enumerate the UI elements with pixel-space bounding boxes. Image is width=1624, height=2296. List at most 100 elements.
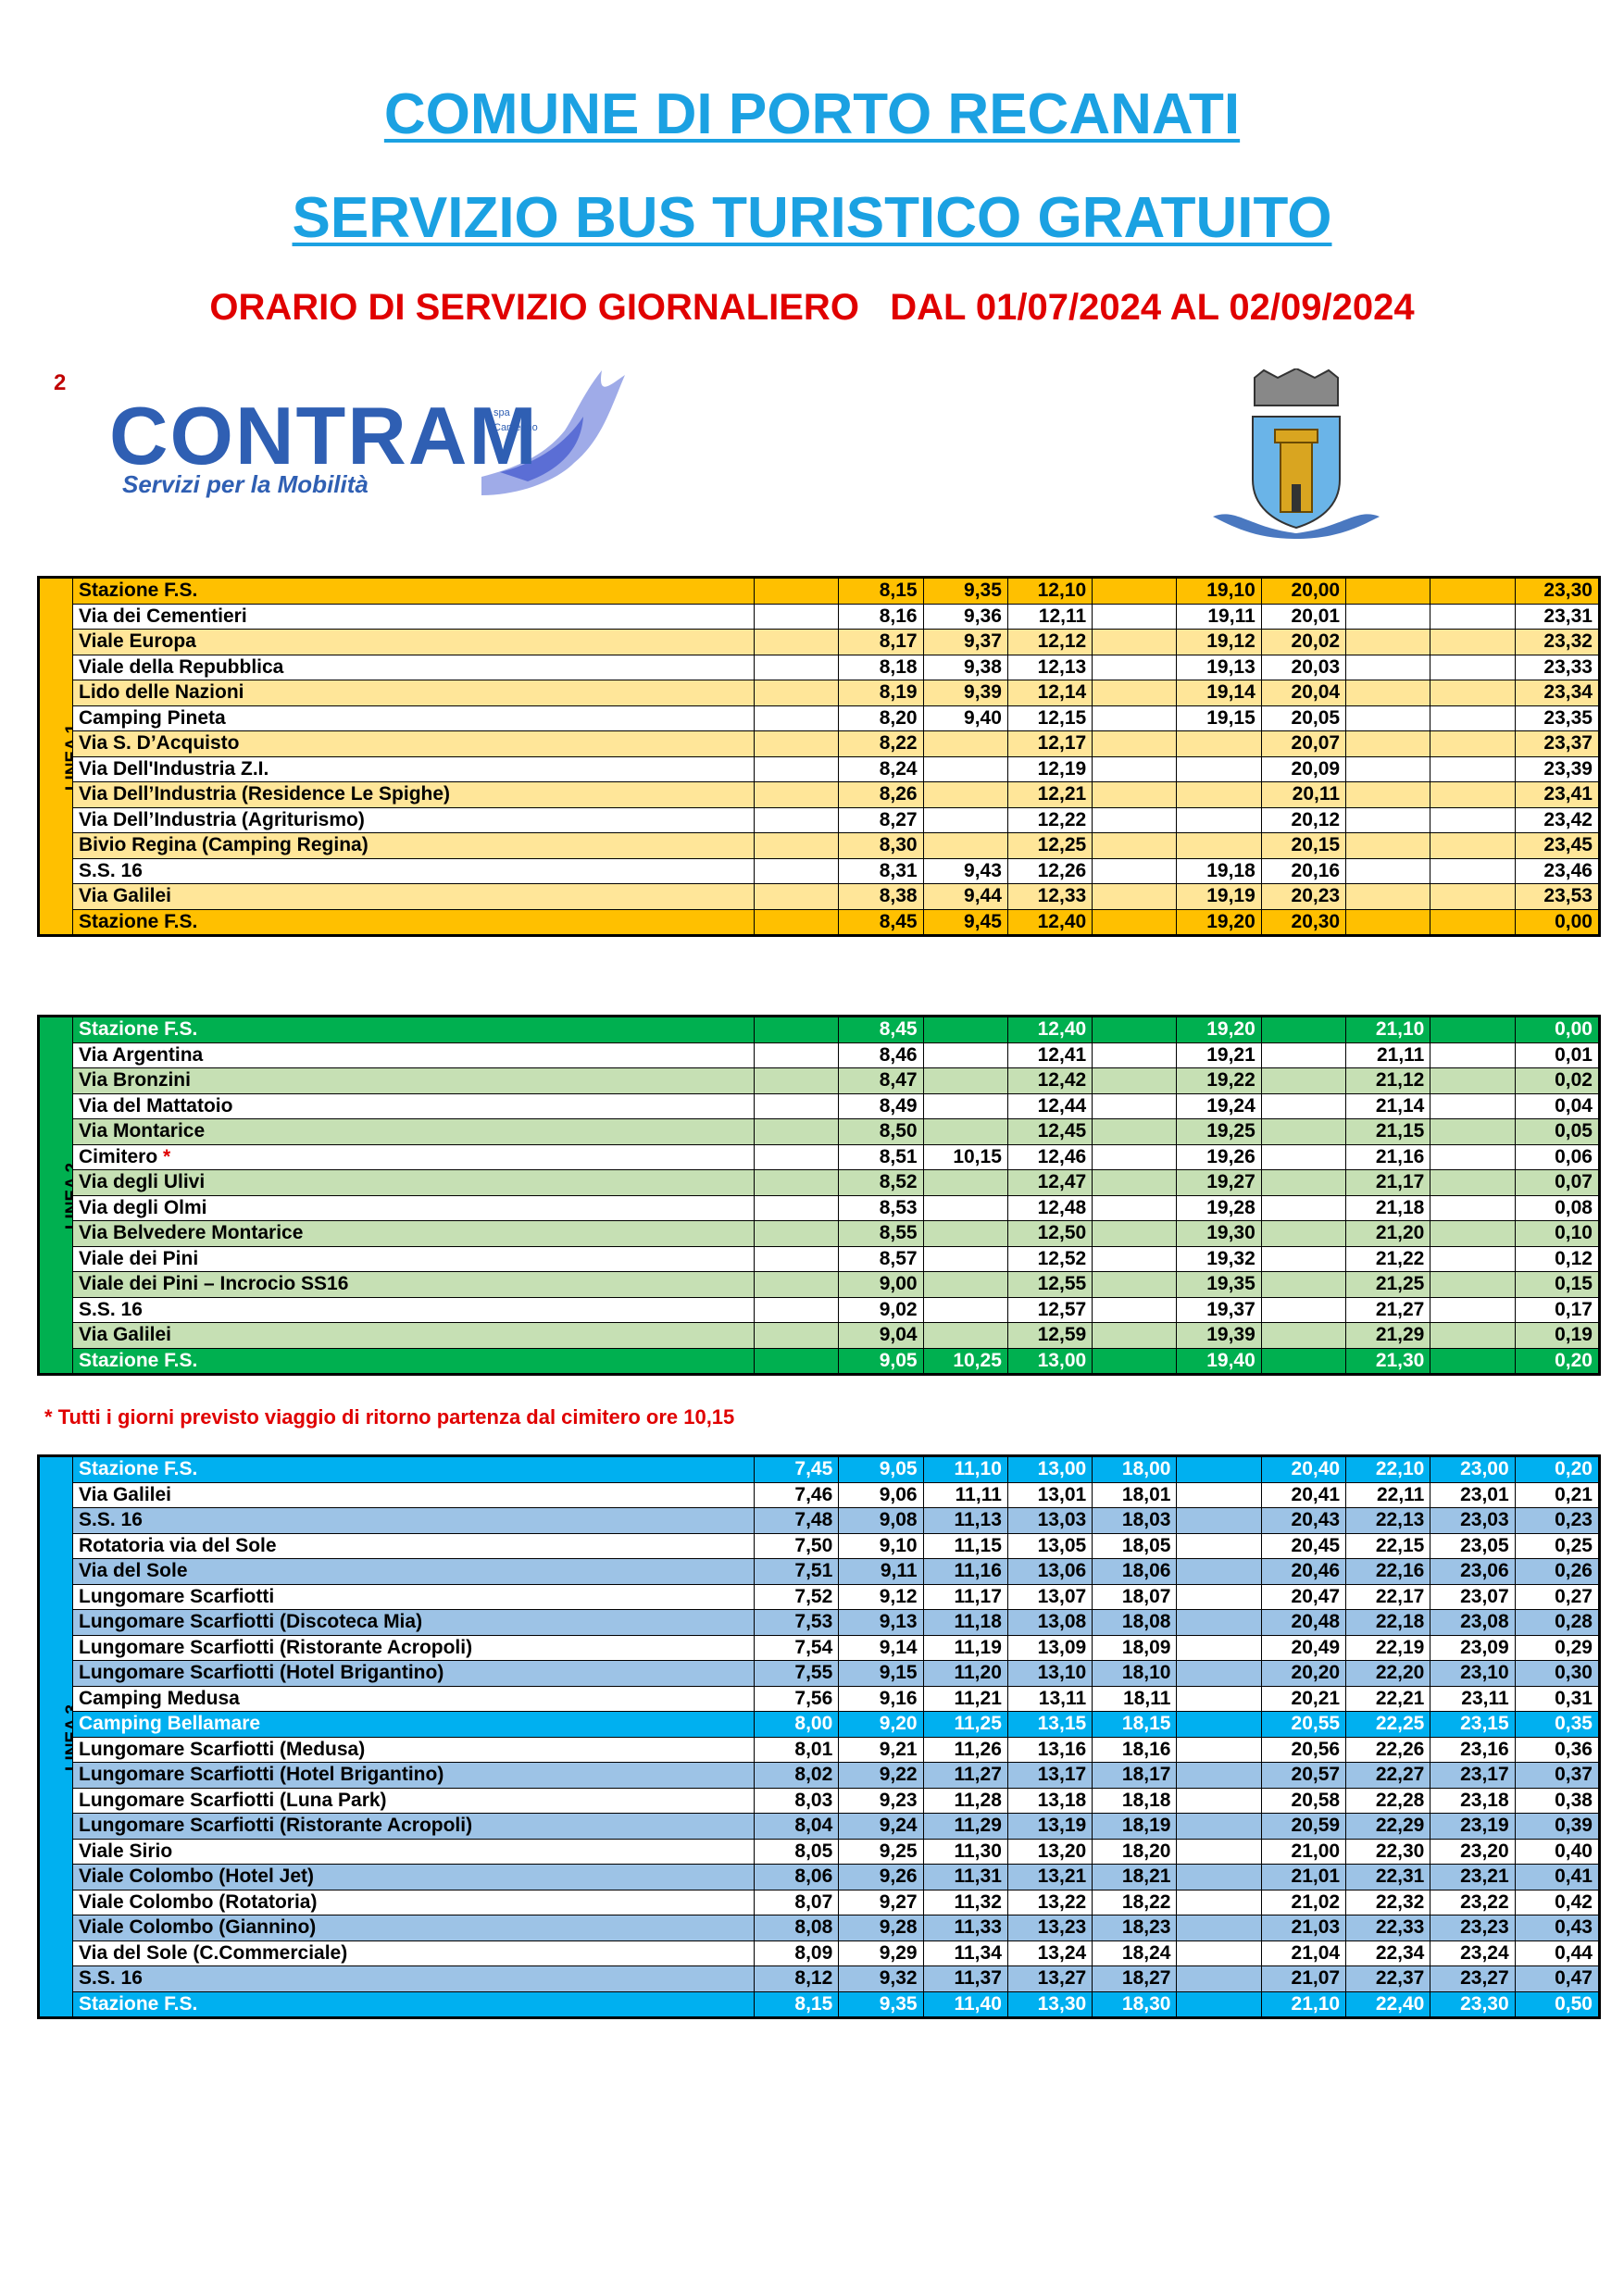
empty-cell: [753, 654, 840, 680]
empty-cell: [1345, 883, 1431, 910]
empty-cell: [753, 1143, 840, 1170]
time: 23,10: [1430, 1660, 1516, 1687]
time: 22,27: [1345, 1762, 1431, 1789]
stop-name-text: Via Galilei: [79, 885, 172, 907]
time: 22,33: [1345, 1915, 1431, 1941]
empty-cell: [922, 1169, 1008, 1196]
time: 11,16: [922, 1558, 1008, 1585]
empty-cell: [1430, 1092, 1516, 1119]
time: 19,15: [1176, 705, 1262, 731]
empty-cell: [1092, 654, 1178, 680]
empty-cell: [922, 1118, 1008, 1145]
time: 8,57: [838, 1245, 924, 1272]
empty-cell: [753, 603, 840, 630]
time: 20,05: [1260, 705, 1347, 731]
stop-name: Via Galilei: [72, 1322, 755, 1349]
empty-cell: [1260, 1296, 1347, 1323]
time: 8,15: [838, 577, 924, 605]
time: 22,11: [1345, 1481, 1431, 1508]
empty-cell: [922, 1194, 1008, 1221]
time: 20,30: [1260, 908, 1347, 936]
time: 12,45: [1006, 1118, 1093, 1145]
time: 7,53: [753, 1609, 840, 1636]
stop-row: Via degli Olmi 8,53 12,48 19,28 21,18 0,08: [38, 1194, 1600, 1221]
empty-cell: [753, 883, 840, 910]
stop-name: Rotatoria via del Sole: [72, 1532, 755, 1559]
time: 12,46: [1006, 1143, 1093, 1170]
time: 23,16: [1430, 1736, 1516, 1763]
stop-row: Viale Sirio 8,05 9,25 11,30 13,20 18,20 21,00 2…: [38, 1838, 1600, 1865]
time: 20,55: [1260, 1711, 1347, 1738]
time: 8,08: [753, 1915, 840, 1941]
time: 23,09: [1430, 1634, 1516, 1661]
stop-name-text: S.S. 16: [79, 859, 143, 881]
empty-cell: [1345, 755, 1431, 782]
time: 22,37: [1345, 1965, 1431, 1992]
time: 22,28: [1345, 1787, 1431, 1814]
stop-name: Camping Pineta: [72, 705, 755, 731]
empty-cell: [1430, 1067, 1516, 1094]
time: 9,16: [838, 1685, 924, 1712]
time: 18,19: [1092, 1813, 1178, 1840]
time: 12,52: [1006, 1245, 1093, 1272]
time: 18,15: [1092, 1711, 1178, 1738]
time: 23,30: [1514, 577, 1600, 605]
time: 8,18: [838, 654, 924, 680]
empty-cell: [1176, 1915, 1262, 1941]
time: 11,32: [922, 1889, 1008, 1915]
time: 8,07: [753, 1889, 840, 1915]
stop-name: Via Dell’Industria (Residence Le Spighe): [72, 781, 755, 808]
empty-cell: [922, 1042, 1008, 1068]
time: 0,39: [1514, 1813, 1600, 1840]
time: 0,06: [1514, 1143, 1600, 1170]
stop-name: Viale Colombo (Giannino): [72, 1915, 755, 1941]
time: 9,12: [838, 1583, 924, 1610]
time: 12,10: [1006, 577, 1093, 605]
stop-name: Cimitero *: [72, 1143, 755, 1170]
time: 7,52: [753, 1583, 840, 1610]
time: 9,39: [922, 680, 1008, 706]
time: 8,04: [753, 1813, 840, 1840]
time: 19,14: [1176, 680, 1262, 706]
time: 9,04: [838, 1322, 924, 1349]
stop-row: Lungomare Scarfiotti (Luna Park) 8,03 9,23…: [38, 1787, 1600, 1814]
stop-row: Via Galilei 7,46 9,06 11,11 13,01 18,01 20,41 2…: [38, 1481, 1600, 1508]
empty-cell: [1092, 781, 1178, 808]
stop-name-text: Lungomare Scarfiotti (Ristorante Acropol…: [79, 1636, 473, 1658]
empty-cell: [922, 1296, 1008, 1323]
time: 0,02: [1514, 1067, 1600, 1094]
time: 8,26: [838, 781, 924, 808]
empty-cell: [753, 680, 840, 706]
time: 19,35: [1176, 1271, 1262, 1298]
stop-name-text: Cimitero: [79, 1145, 158, 1167]
empty-cell: [1430, 1347, 1516, 1375]
stop-name: Lungomare Scarfiotti (Medusa): [72, 1736, 755, 1763]
time: 18,08: [1092, 1609, 1178, 1636]
time: 18,11: [1092, 1685, 1178, 1712]
empty-cell: [922, 1220, 1008, 1247]
stop-name-text: Lungomare Scarfiotti: [79, 1585, 275, 1607]
coat-of-arms: [1213, 368, 1380, 539]
time: 9,05: [838, 1455, 924, 1483]
empty-cell: [1176, 1990, 1262, 2018]
stop-name: Via Galilei: [72, 883, 755, 910]
time: 8,01: [753, 1736, 840, 1763]
empty-cell: [1345, 908, 1431, 936]
time: 12,22: [1006, 806, 1093, 833]
stop-name: Lungomare Scarfiotti (Ristorante Acropol…: [72, 1634, 755, 1661]
title: COMUNE DI PORTO RECANATI: [383, 82, 1241, 146]
empty-cell: [1092, 1143, 1178, 1170]
time: 0,00: [1514, 908, 1600, 936]
empty-cell: [1260, 1220, 1347, 1247]
time: 23,32: [1514, 629, 1600, 655]
empty-cell: [922, 806, 1008, 833]
empty-cell: [922, 1322, 1008, 1349]
time: 22,15: [1345, 1532, 1431, 1559]
time: 19,20: [1176, 908, 1262, 936]
time: 10,25: [922, 1347, 1008, 1375]
time: 22,32: [1345, 1889, 1431, 1915]
stop-row: Lungomare Scarfiotti (Hotel Brigantino) 8…: [38, 1762, 1600, 1789]
time: 9,26: [838, 1864, 924, 1890]
stop-name-text: Stazione F.S.: [79, 910, 198, 932]
time: 13,06: [1006, 1558, 1093, 1585]
